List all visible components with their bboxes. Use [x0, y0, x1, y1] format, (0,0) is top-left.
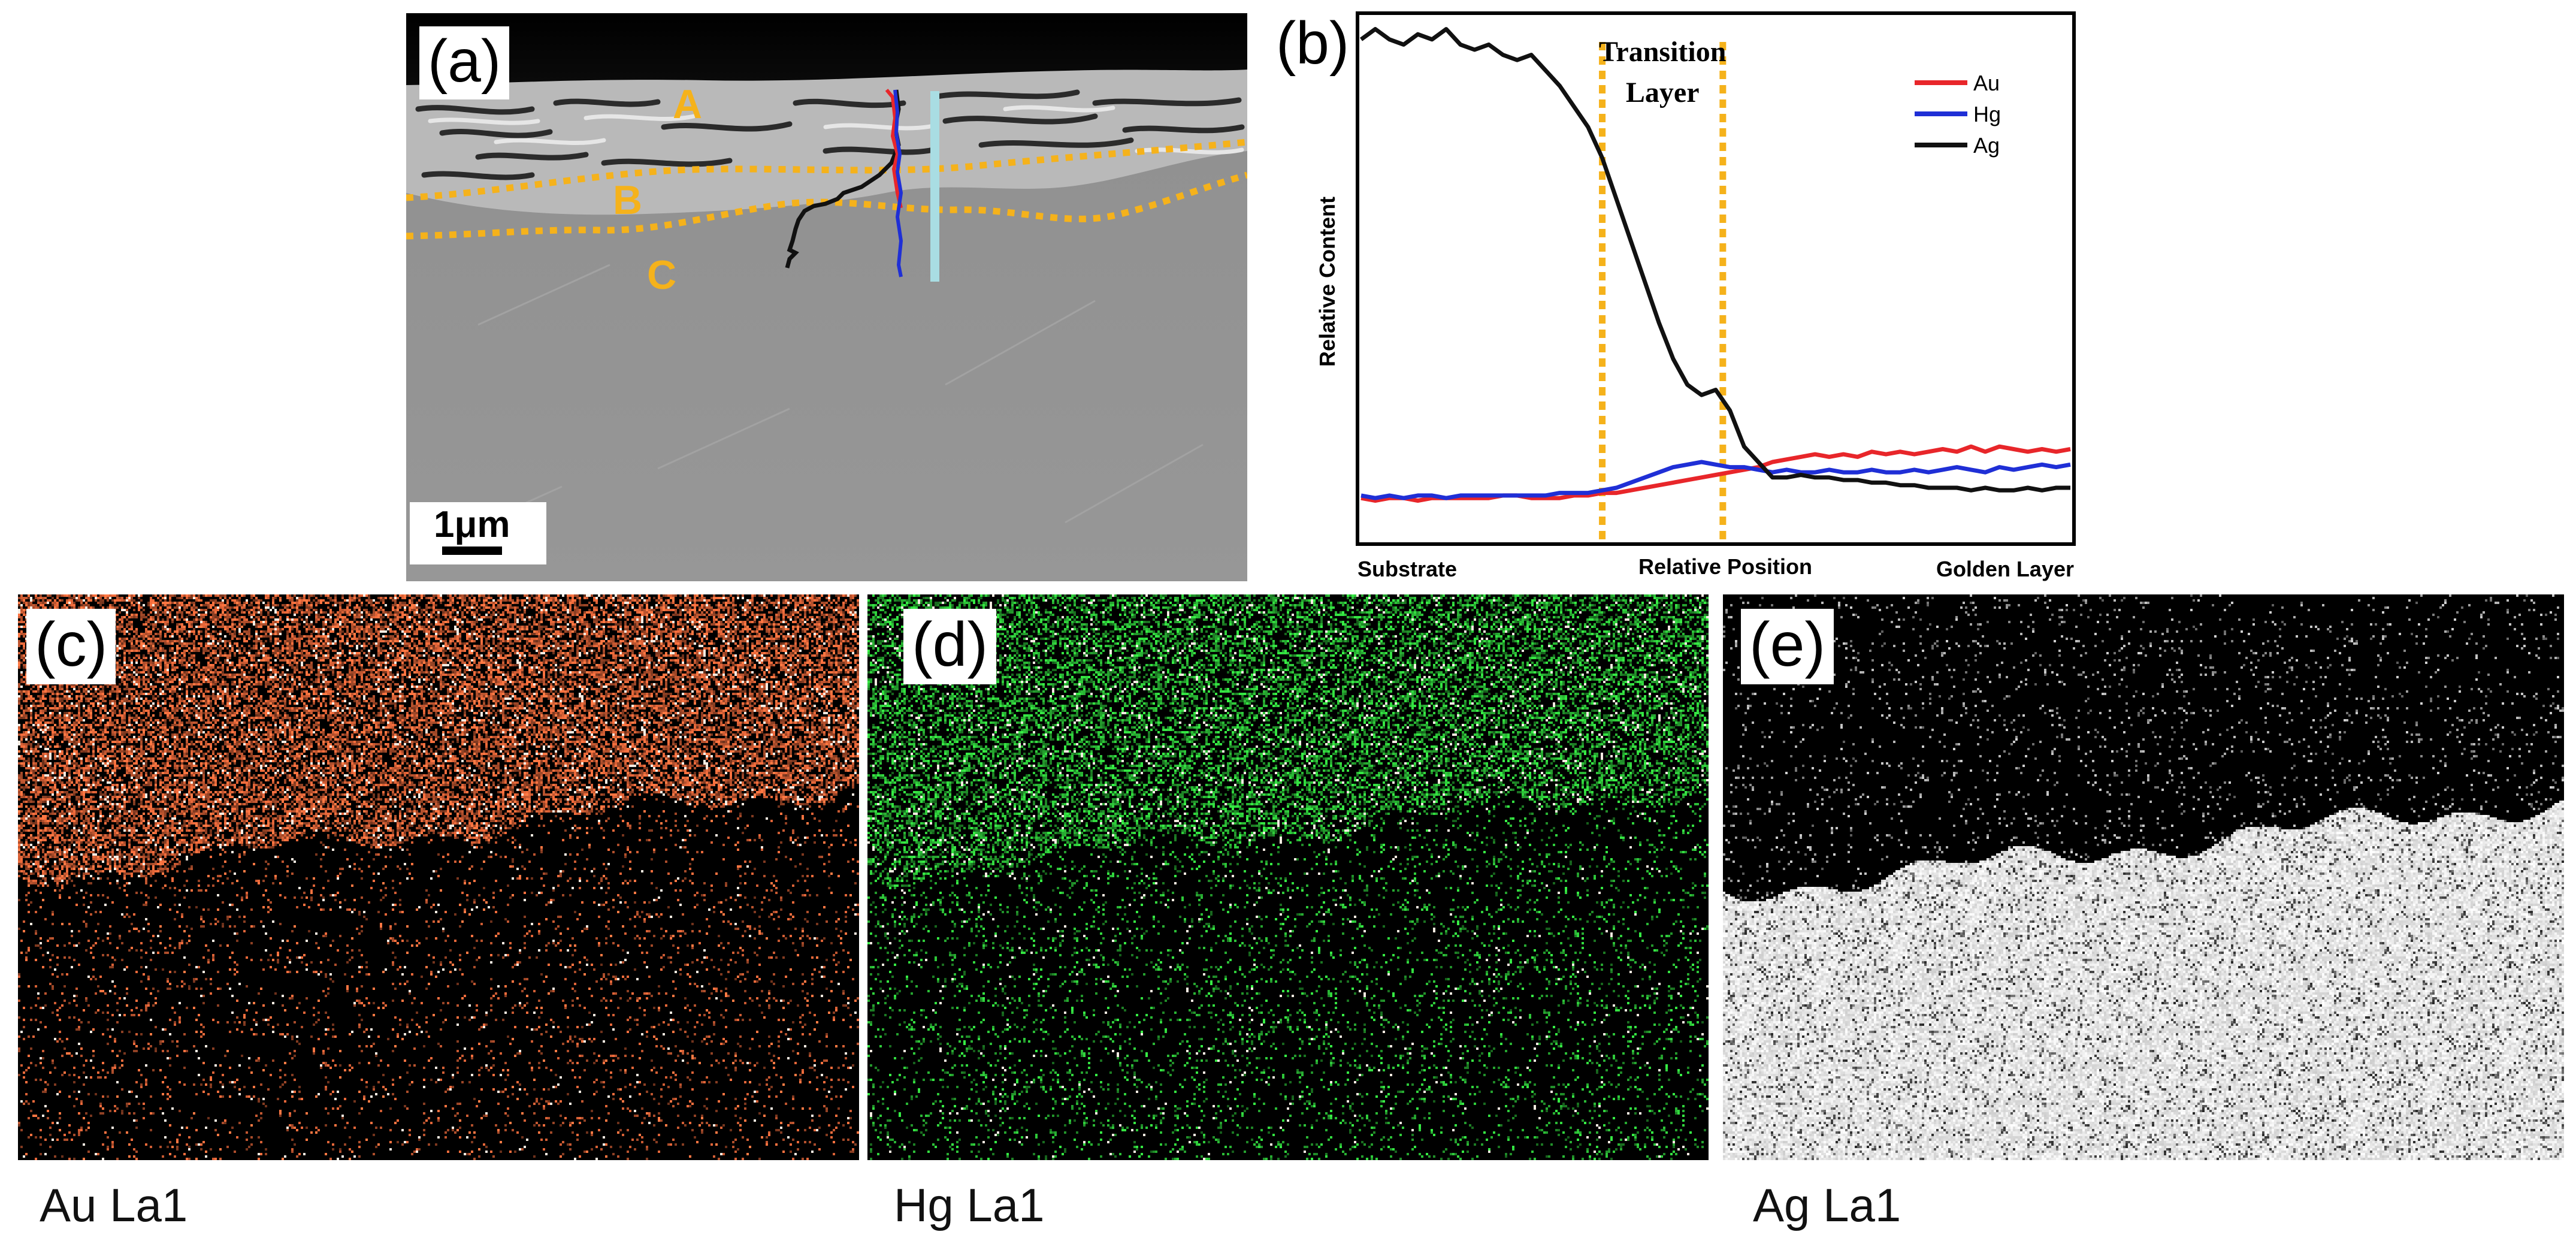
line-profile-chart: Transition Layer Au Hg Ag Relative Content… — [1315, 11, 2076, 581]
boundary-upper — [406, 138, 1247, 201]
scale-bar-box: 1μm — [410, 502, 546, 564]
boundary-lower — [406, 171, 1247, 240]
ag-elemental-map — [1723, 594, 2564, 1160]
panel-label-b: (b) — [1276, 10, 1350, 77]
panel-a-sem-image: A B C (a) 1μm — [406, 13, 1247, 581]
transition-lines — [1599, 42, 1727, 541]
transition-annotation-line2: Layer — [1626, 77, 1700, 108]
legend-label-au: Au — [1973, 71, 2000, 95]
series-line-au — [1360, 444, 2071, 503]
scale-bar-label: 1μm — [434, 504, 510, 545]
panel-label-c: (c) — [26, 609, 116, 684]
panel-b-chart: Transition Layer Au Hg Ag Relative Content… — [1258, 0, 2097, 593]
panel-e-ag-map: (e) — [1723, 594, 2564, 1160]
series-lines — [1359, 27, 2071, 503]
hg-profile-trace — [893, 89, 903, 277]
x-axis-label: Relative Position — [1638, 554, 1812, 579]
scale-bar-line — [442, 546, 502, 555]
panel-label-d: (d) — [903, 609, 997, 684]
panel-c-au-map: (c) — [18, 594, 859, 1160]
region-label-b: B — [613, 177, 642, 223]
porous-streaks — [415, 89, 1245, 180]
panel-label-a: (a) — [419, 26, 510, 99]
x-start-label: Substrate — [1357, 557, 1457, 581]
porous-highlights — [428, 105, 1244, 155]
transition-annotation-line1: Transition — [1599, 36, 1726, 68]
plot-frame — [1356, 11, 2076, 546]
au-elemental-map — [18, 594, 859, 1160]
x-end-label: Golden Layer — [1936, 557, 2074, 581]
legend-label-hg: Hg — [1973, 102, 2001, 126]
panel-label-e: (e) — [1741, 609, 1834, 684]
caption-au: Au La1 — [40, 1179, 188, 1231]
region-label-c: C — [647, 252, 676, 298]
hg-elemental-map — [867, 594, 1709, 1160]
line-scan-marker — [930, 91, 939, 282]
chart-legend: Au Hg Ag — [1915, 71, 2001, 158]
region-label-a: A — [673, 81, 702, 127]
y-axis-label: Relative Content — [1315, 197, 1340, 367]
series-line-hg — [1360, 460, 2071, 500]
au-profile-trace — [885, 89, 903, 209]
panel-d-hg-map: (d) — [867, 594, 1709, 1160]
caption-hg: Hg La1 — [894, 1179, 1045, 1231]
legend-label-ag: Ag — [1973, 133, 2000, 158]
sem-cross-section: A B C — [406, 13, 1247, 581]
caption-ag: Ag La1 — [1753, 1179, 1901, 1231]
series-line-ag — [1359, 27, 2070, 493]
